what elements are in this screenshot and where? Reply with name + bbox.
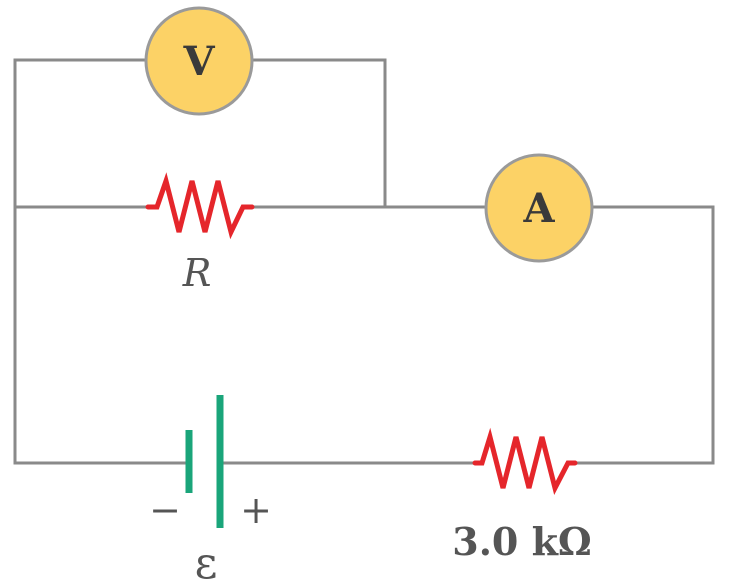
resistor-fixed-zigzag bbox=[472, 427, 578, 495]
wire-voltmeter-top bbox=[13, 58, 387, 209]
resistor-r-zigzag bbox=[145, 172, 255, 240]
resistor-fixed: 3.0 kΩ bbox=[452, 427, 592, 564]
ammeter-circle bbox=[484, 153, 594, 263]
voltmeter-symbol: V bbox=[182, 38, 215, 85]
resistor-fixed-label: 3.0 kΩ bbox=[452, 519, 592, 564]
ammeter: A bbox=[484, 153, 594, 263]
wires bbox=[13, 58, 715, 465]
battery-negative-sign: − bbox=[149, 488, 181, 532]
resistor-r-label: R bbox=[182, 251, 212, 295]
ammeter-symbol: A bbox=[522, 185, 555, 232]
wire-middle-right bbox=[250, 205, 715, 465]
battery-emf-label: ε bbox=[195, 538, 218, 588]
resistor-r: R bbox=[145, 172, 255, 295]
battery-positive-sign: + bbox=[240, 488, 272, 532]
voltmeter: V bbox=[144, 6, 254, 116]
battery: − + ε bbox=[149, 395, 272, 588]
voltmeter-circle bbox=[144, 6, 254, 116]
